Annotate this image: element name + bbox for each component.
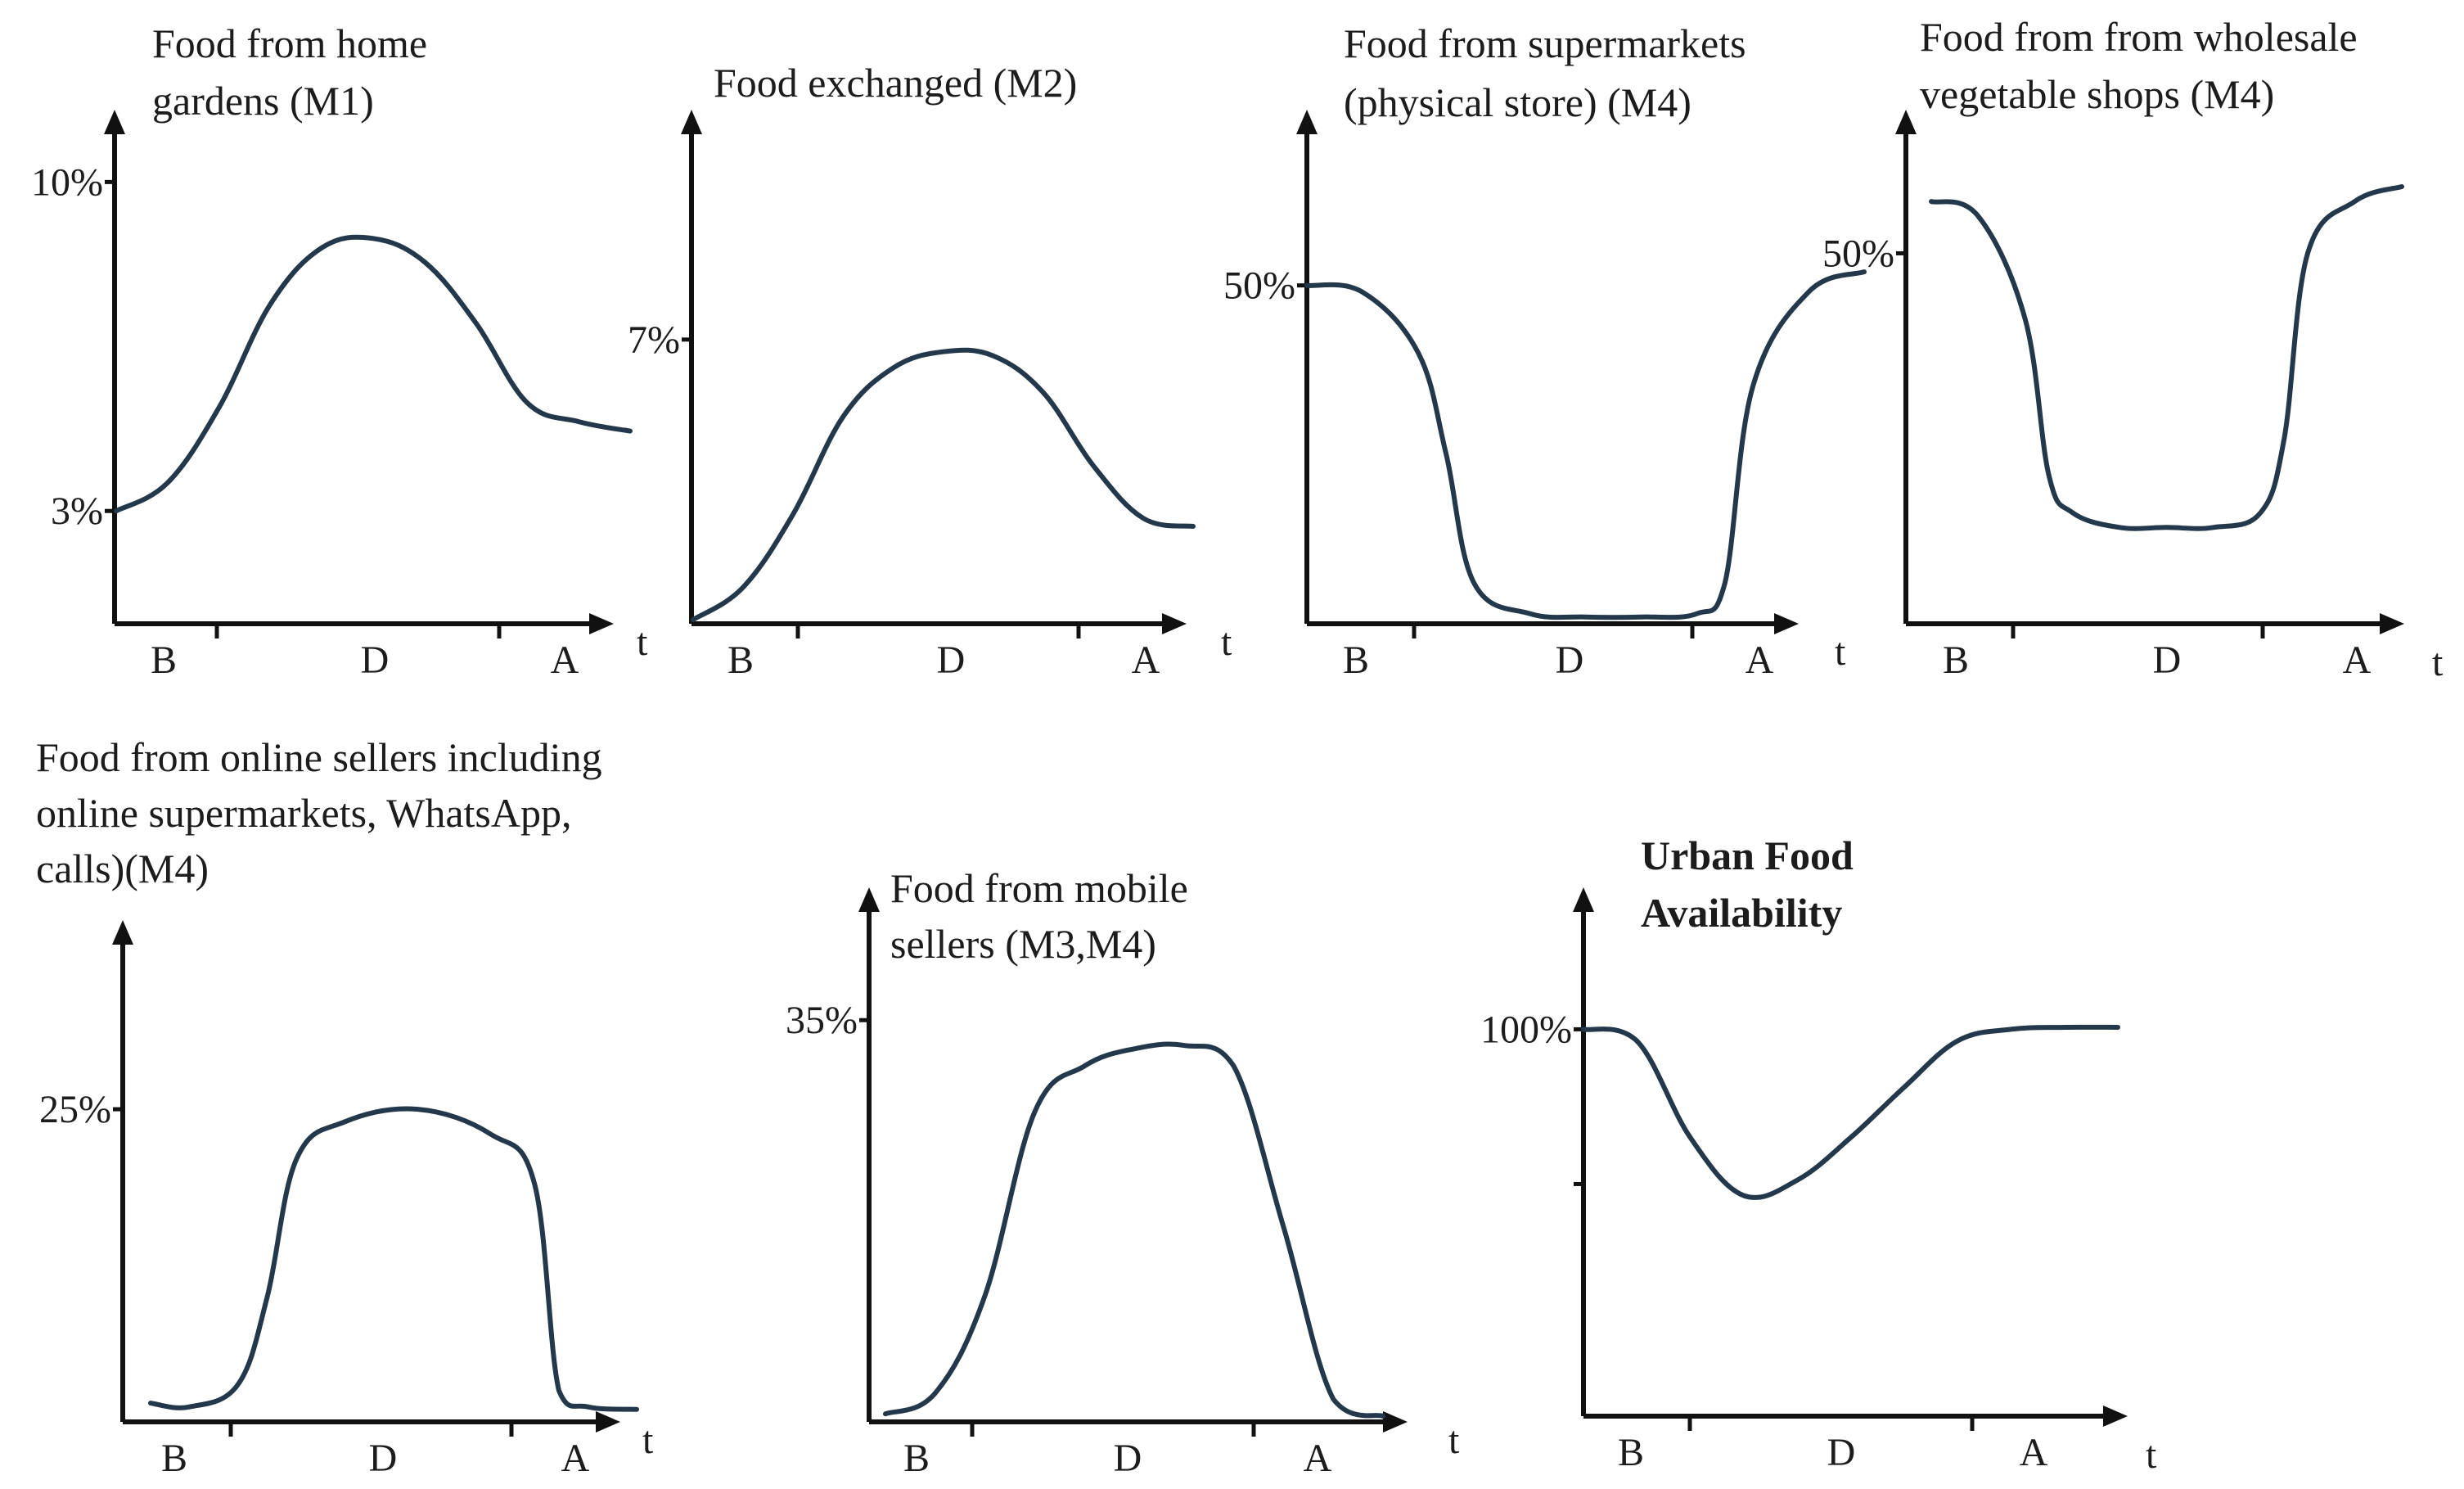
chart-title-line: Availability [1641,890,1842,936]
x-period-label: D [1556,638,1584,682]
x-period-label: B [151,638,177,682]
chart-title-line: Urban Food [1641,832,1854,878]
chart-panel-wholesale: Food from from wholesale vegetable shops … [1822,14,2444,684]
series-line-mobile-sellers [883,1041,1385,1419]
x-axis-label: t [2432,641,2444,684]
x-period-label: A [561,1437,590,1480]
x-period-label: B [1618,1431,1644,1474]
x-axis-label: t [1835,630,1846,674]
x-axis-arrow-icon [1774,613,1799,634]
series-line-wholesale [1929,184,2404,531]
y-axis-arrow-icon [1895,110,1917,134]
x-period-label: B [727,638,754,682]
chart-title-line: online supermarkets, WhatsApp, [36,790,572,836]
y-axis-arrow-icon [1573,887,1594,912]
x-period-label: A [2020,1431,2048,1474]
y-tick-label: 35% [786,999,858,1042]
y-tick-label: 50% [1822,232,1894,275]
x-period-label: B [903,1437,930,1480]
x-axis-arrow-icon [2380,613,2404,634]
x-period-label: A [551,638,579,682]
chart-title-line: (physical store) (M4) [1344,79,1691,125]
chart-title-line: Food from home [152,20,427,66]
chart-title-line: Food from from wholesale [1920,14,2358,60]
x-axis-label: t [2146,1433,2157,1477]
y-tick-label: 100% [1480,1008,1572,1051]
x-period-label: D [1827,1431,1856,1474]
x-period-label: D [369,1437,398,1480]
x-period-label: B [1343,638,1369,682]
x-period-label: A [1132,638,1160,682]
x-period-label: A [1746,638,1774,682]
x-period-label: D [1114,1437,1142,1480]
series-line-supermarkets [1304,269,1867,620]
chart-title-line: Food from supermarkets [1344,20,1746,66]
x-axis-arrow-icon [596,1411,620,1433]
x-period-label: A [1304,1437,1332,1480]
y-tick-label: 50% [1223,264,1295,308]
y-tick-label: 7% [628,318,680,362]
x-axis-arrow-icon [589,613,614,634]
chart-title-line: sellers (M3,M4) [890,921,1156,967]
x-axis-label: t [637,620,648,664]
x-axis-label: t [1448,1419,1460,1462]
chart-title-line: Food from online sellers including [36,734,602,780]
y-axis-arrow-icon [1296,110,1318,134]
series-line-online-sellers [148,1106,639,1412]
y-axis-arrow-icon [858,887,880,912]
x-axis-arrow-icon [2103,1406,2128,1427]
x-period-label: B [1943,638,1969,682]
series-line-food-exchanged [691,347,1196,622]
x-period-label: D [937,638,966,682]
y-axis-arrow-icon [681,110,702,134]
x-axis-arrow-icon [1162,613,1187,634]
x-axis-label: t [1221,620,1232,664]
chart-title-line: Food from mobile [890,865,1188,911]
chart-panel-supermarkets: Food from supermarkets (physical store) (… [1223,20,1867,682]
y-tick-label: 10% [31,160,103,204]
series-line-home-gardens [114,234,633,514]
y-axis-arrow-icon [104,110,125,134]
y-tick-label: 3% [51,490,103,533]
chart-title-line: Food exchanged (M2) [714,60,1077,106]
chart-title-line: vegetable shops (M4) [1920,71,2274,117]
x-axis-arrow-icon [1383,1411,1408,1433]
chart-title-line: calls)(M4) [36,846,209,891]
x-period-label: A [2343,638,2372,682]
chart-panel-online-sellers: Food from online sellers including online… [36,734,654,1480]
x-period-label: D [361,638,390,682]
y-axis-arrow-icon [112,920,133,945]
chart-title-line: gardens (M1) [152,78,374,124]
x-period-label: B [161,1437,187,1480]
x-axis-label: t [642,1419,654,1462]
y-tick-label: 25% [39,1088,111,1131]
series-line-urban-food-availability [1581,1024,2120,1200]
x-period-label: D [2153,638,2182,682]
